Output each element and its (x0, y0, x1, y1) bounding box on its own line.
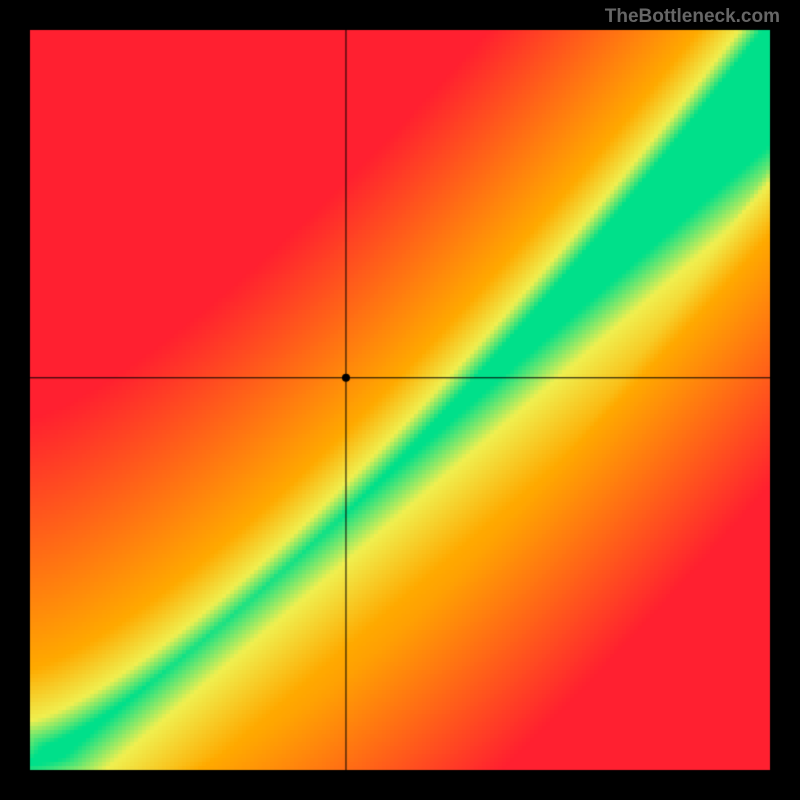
bottleneck-heatmap (0, 0, 800, 800)
watermark-text: TheBottleneck.com (605, 6, 780, 28)
